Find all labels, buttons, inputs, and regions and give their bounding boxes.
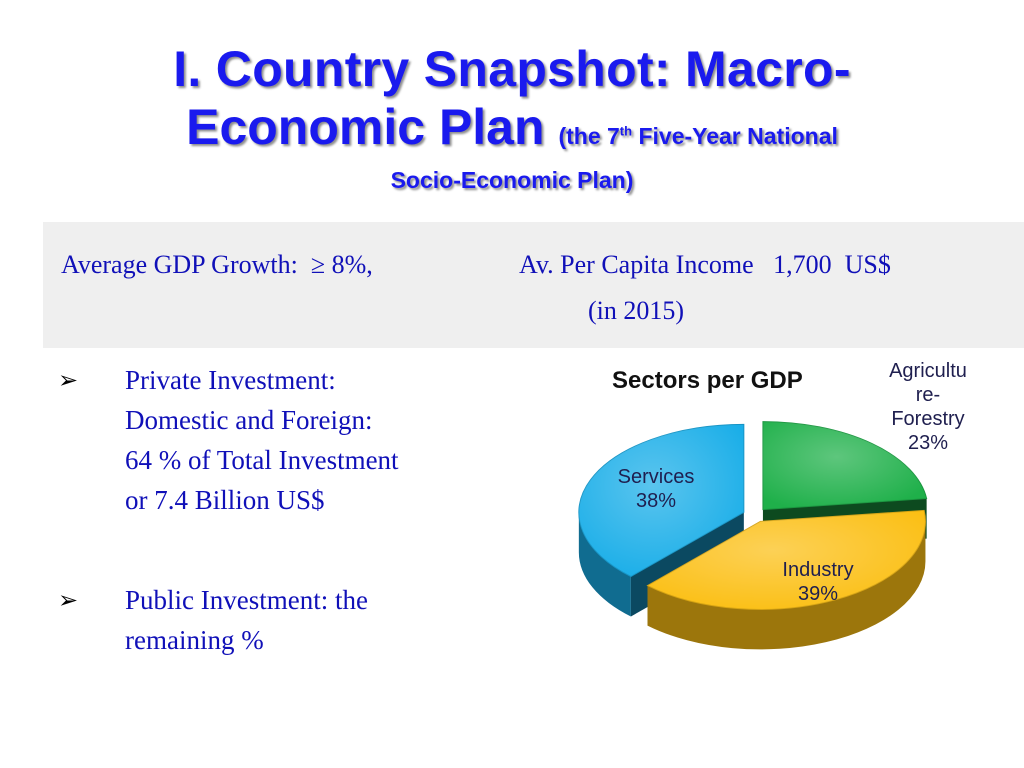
pie-slice-side: [578, 512, 631, 617]
income-year-text: (in 2015): [588, 296, 685, 325]
subtitle-rest: Five-Year National: [632, 123, 838, 149]
public-line-2: remaining %: [125, 625, 264, 655]
gdp-growth-text: Average GDP Growth: ≥ 8%,: [61, 250, 373, 279]
title-main-word: Economic Plan: [186, 99, 545, 155]
pie-slice-label-line: 38%: [636, 490, 676, 512]
pie-tops: [578, 421, 928, 610]
pie-labels: Agricultu re-Forestry 23% Industry 39% Servic…: [618, 360, 967, 605]
public-investment-bullet: ➢ Public Investment: the remaining %: [58, 580, 498, 660]
sectors-pie-chart: Sectors per GDP Agricultu re-Forestry 23% I…: [578, 360, 967, 650]
private-line-1: Private Investment:: [125, 365, 336, 395]
pie-slice-highlight: [762, 421, 927, 510]
pie-slice-label-line: 23%: [908, 432, 948, 454]
chart-title: Sectors per GDP: [612, 367, 803, 394]
pie-slice-label-line: Agricultu: [889, 360, 967, 382]
pie-slice-label-line: 39%: [798, 583, 838, 605]
pie-slice-side: [647, 521, 926, 650]
pie-slice-label: Industry 39%: [782, 559, 853, 605]
arrow-bullet-icon: ➢: [58, 586, 79, 614]
summary-band: Average GDP Growth: ≥ 8%, Av. Per Capita…: [43, 222, 1024, 348]
title-subtitle: (the 7th Five-Year National: [558, 123, 837, 149]
pie-slice-label-line: Forestry: [891, 408, 964, 430]
private-line-4: or 7.4 Billion US$: [125, 485, 325, 515]
subtitle-line-2: Socio-Economic Plan): [390, 167, 634, 193]
public-line-1: Public Investment: the: [125, 585, 368, 615]
pie-slice-label: Services 38%: [618, 466, 695, 512]
title-line-1: I. Country Snapshot: Macro-: [173, 41, 851, 97]
private-investment-bullet: ➢ Private Investment: Domestic and Forei…: [58, 360, 498, 520]
per-capita-income-text: Av. Per Capita Income 1,700 US$: [519, 250, 891, 279]
slide-title: I. Country Snapshot: Macro- Economic Pla…: [0, 40, 1024, 195]
pie-slice-label: Agricultu re-Forestry 23%: [889, 360, 967, 454]
pie-slice-label-line: re-: [916, 384, 940, 406]
subtitle-superscript: th: [619, 123, 633, 139]
title-line-2: Economic Plan (the 7th Five-Year Nationa…: [0, 98, 1024, 165]
pie-slice-label-line: Services: [618, 466, 695, 488]
subtitle-prefix: (the 7: [558, 123, 620, 149]
investment-bullets: ➢ Private Investment: Domestic and Forei…: [58, 360, 498, 660]
private-line-3: 64 % of Total Investment: [125, 445, 399, 475]
pie-slice-label-line: Industry: [782, 559, 853, 581]
pie-slice-highlight: [578, 424, 744, 577]
pie-slice-highlight: [647, 510, 926, 610]
private-line-2: Domestic and Foreign:: [125, 405, 373, 435]
arrow-bullet-icon: ➢: [58, 366, 79, 394]
